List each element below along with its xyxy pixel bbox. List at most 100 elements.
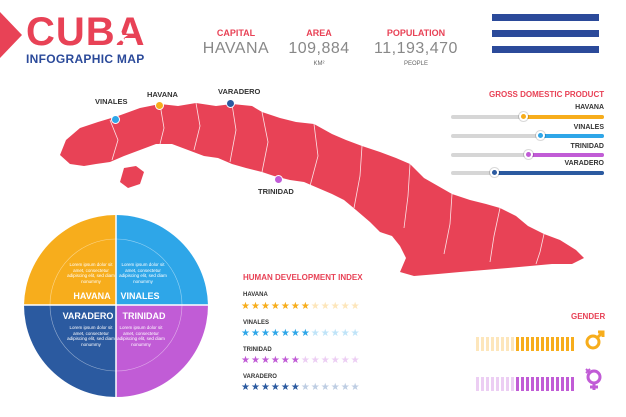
star-icon: ★: [270, 328, 281, 339]
star-icon: ★: [260, 301, 271, 312]
gender-bar-segment: [511, 377, 514, 391]
gdp-bar-fill: [493, 171, 604, 175]
gender-bar-segment: [536, 377, 539, 391]
population-label: POPULATION: [386, 28, 446, 38]
gender-male-bars: [476, 337, 574, 351]
hdi-title: HUMAN DEVELOPMENT INDEX: [243, 273, 363, 282]
star-icon: ★: [241, 328, 251, 339]
gender-bar-segment: [486, 377, 489, 391]
star-icon: ★: [330, 382, 341, 393]
gdp-slider-handle[interactable]: [518, 112, 528, 121]
gender-female-bars: [476, 377, 574, 391]
gender-bar-segment: [476, 337, 479, 351]
gender-bar-segment: [516, 377, 519, 391]
capital-label: CAPITAL: [216, 28, 256, 38]
star-icon: [114, 30, 128, 44]
star-icon: ★: [300, 328, 311, 339]
trinidad-quadrant: [116, 305, 208, 397]
gender-bar-segment: [571, 377, 574, 391]
havana-marker-icon[interactable]: [155, 101, 164, 110]
star-icon: ★: [350, 328, 361, 339]
star-icon: ★: [310, 355, 321, 366]
male-icon: [585, 330, 605, 350]
hdi-label-varadero: VARADERO: [243, 374, 277, 380]
star-icon: ★: [290, 382, 301, 393]
trinidad-quadrant-text: Lorem ipsum dolor sit amet, consectetur …: [117, 325, 165, 347]
gender-bar-segment: [531, 377, 534, 391]
star-icon: ★: [310, 382, 321, 393]
star-icon: ★: [241, 355, 251, 366]
hdi-label-vinales: VINALES: [243, 320, 270, 326]
gender-bar-segment: [566, 377, 569, 391]
star-icon: ★: [250, 355, 261, 366]
star-icon: ★: [280, 382, 291, 393]
gender-bar-segment: [486, 337, 489, 351]
star-icon: ★: [280, 301, 291, 312]
gender-bar-segment: [546, 377, 549, 391]
star-icon: ★: [320, 382, 331, 393]
havana-quadrant-text: Lorem ipsum dolor sit amet, consectetur …: [67, 262, 115, 284]
gender-bar-segment: [526, 377, 529, 391]
hdi-label-trinidad: TRINIDAD: [243, 347, 272, 353]
flag-stripe: [492, 14, 599, 21]
varadero-marker-icon[interactable]: [226, 99, 235, 108]
vinales-marker-icon[interactable]: [111, 115, 120, 124]
gender-bar-segment: [556, 337, 559, 351]
isle-of-youth-shape: [120, 166, 144, 188]
title-accent-triangle: [0, 12, 22, 58]
gender-bar-segment: [501, 377, 504, 391]
star-icon: ★: [290, 301, 301, 312]
gender-bar-segment: [531, 337, 534, 351]
gender-bar-segment: [476, 377, 479, 391]
flag-stripe: [492, 30, 599, 37]
vinales-quadrant-text: Lorem ipsum dolor sit amet, consectetur …: [119, 262, 167, 284]
star-icon: ★: [320, 355, 331, 366]
page-title: CUBA: [26, 10, 146, 54]
city-label-havana: HAVANA: [147, 90, 178, 99]
trinidad-quadrant-label: TRINIDAD: [122, 311, 166, 321]
star-icon: ★: [241, 301, 251, 312]
gender-bar-segment: [506, 377, 509, 391]
gender-bar-segment: [561, 377, 564, 391]
star-icon: ★: [250, 301, 261, 312]
vinales-quadrant: [116, 215, 208, 305]
star-icon: ★: [350, 355, 361, 366]
gdp-slider-handle[interactable]: [489, 168, 499, 177]
gender-bar-segment: [506, 337, 509, 351]
star-icon: ★: [310, 328, 321, 339]
city-circle-chart: [24, 215, 208, 397]
city-label-trinidad: TRINIDAD: [258, 187, 294, 196]
hdi-stars-trinidad: ★★★★★★★★★★★★: [241, 356, 361, 366]
star-icon: ★: [330, 355, 341, 366]
star-icon: ★: [300, 355, 311, 366]
gender-bar-segment: [566, 337, 569, 351]
star-icon: ★: [350, 382, 361, 393]
gender-bar-segment: [501, 337, 504, 351]
star-icon: ★: [280, 355, 291, 366]
gender-bar-segment: [541, 337, 544, 351]
varadero-quadrant-label: VARADERO: [62, 311, 114, 321]
gdp-slider-handle[interactable]: [523, 150, 533, 159]
gender-bar-segment: [526, 337, 529, 351]
gender-bar-segment: [561, 337, 564, 351]
gender-bar-segment: [491, 377, 494, 391]
flag-stripe: [492, 46, 599, 53]
gender-bar-segment: [521, 337, 524, 351]
star-icon: ★: [330, 301, 341, 312]
gdp-bar-varadero: [451, 168, 604, 177]
city-label-vinales: VINALES: [95, 97, 128, 106]
trinidad-marker-icon[interactable]: [274, 175, 283, 184]
gdp-slider-handle[interactable]: [535, 131, 545, 140]
havana-quadrant: [24, 215, 116, 305]
star-icon: ★: [300, 382, 311, 393]
gender-bar-segment: [541, 377, 544, 391]
star-icon: ★: [290, 328, 301, 339]
gdp-bar-vinales: [451, 131, 604, 140]
gender-bar-segment: [496, 337, 499, 351]
gender-bar-segment: [521, 377, 524, 391]
star-icon: ★: [310, 301, 321, 312]
gdp-bar-fill: [527, 153, 604, 157]
star-icon: ★: [241, 382, 251, 393]
varadero-quadrant: [24, 305, 116, 397]
